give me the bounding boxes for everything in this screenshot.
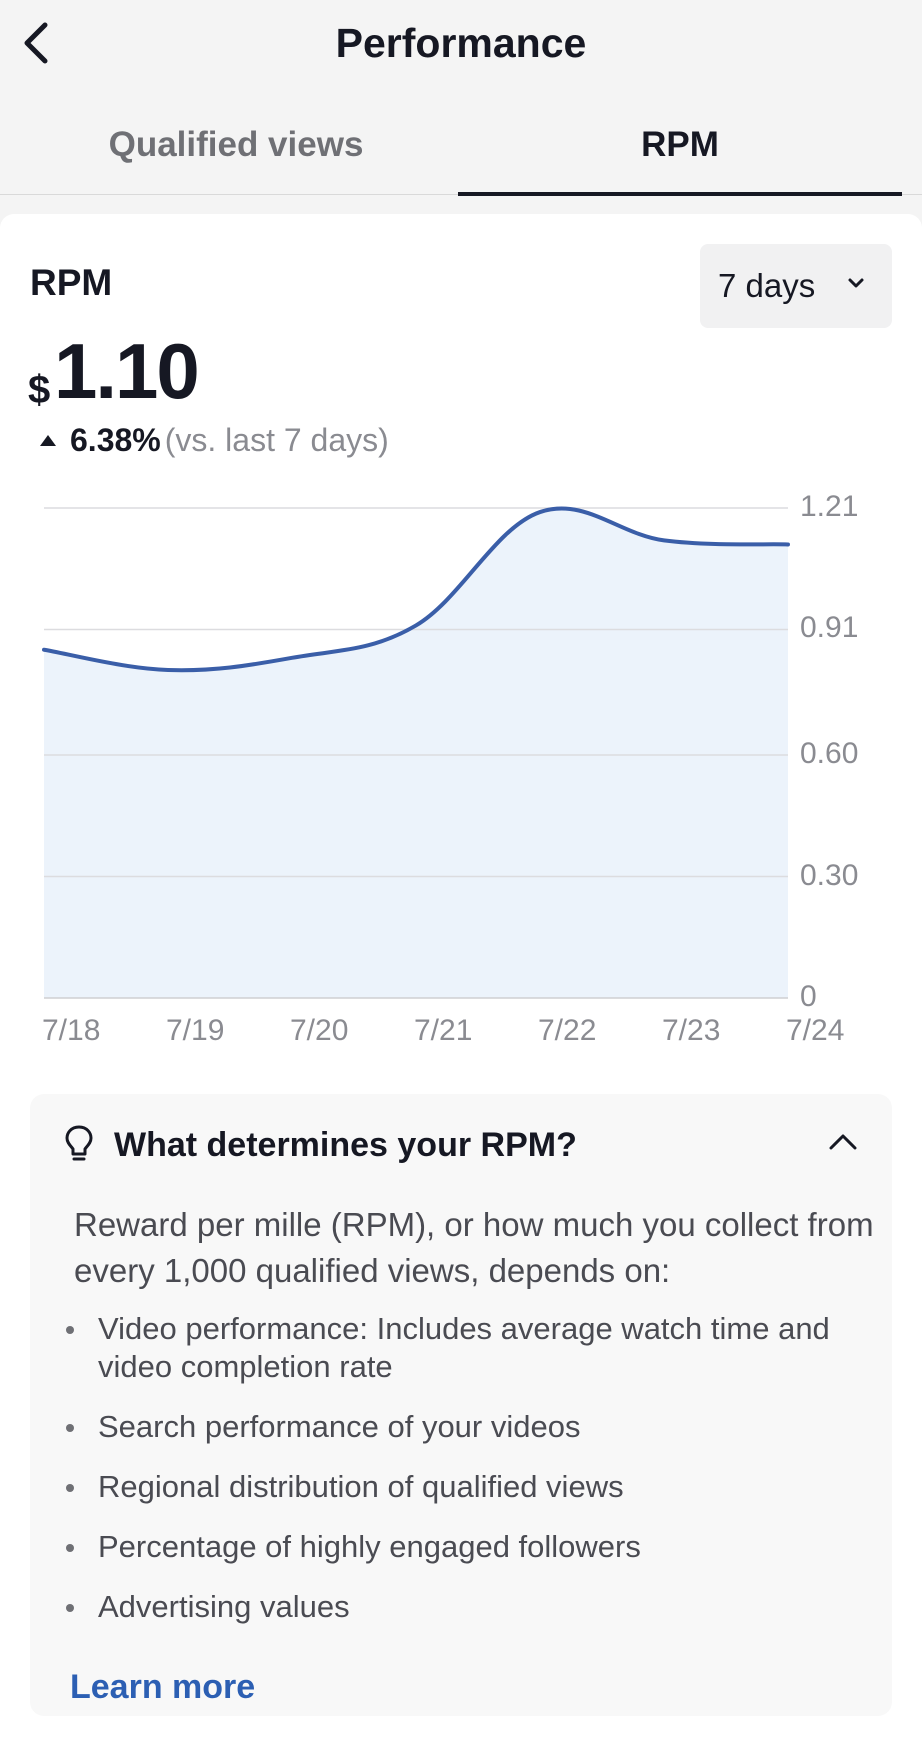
x-tick-label: 7/22 [538,1014,597,1047]
rpm-value: 1.10 [54,327,200,415]
bullet-dot [66,1484,74,1492]
bullet-text: Percentage of highly engaged followers [98,1529,641,1564]
chevron-left-icon [24,22,48,64]
comparison-label: (vs. last 7 days) [164,421,389,458]
info-title: What determines your RPM? [114,1126,577,1164]
chevron-down-icon [848,278,864,288]
x-tick-label: 7/20 [290,1014,349,1047]
y-tick-label: 0.30 [800,858,859,892]
tab-qualified-views[interactable]: Qualified views [14,105,458,195]
x-tick-label: 7/21 [414,1014,473,1047]
lightbulb-icon [65,1125,93,1161]
list-item: Advertising values [66,1588,866,1626]
list-item: Search performance of your videos [66,1408,866,1446]
bullet-dot [66,1604,74,1612]
bullet-text: Regional distribution of qualified views [98,1469,624,1504]
delta-percent: 6.38% [70,421,161,458]
header: Performance [0,0,922,86]
x-tick-label: 7/19 [166,1014,225,1047]
rpm-series-line [42,506,790,673]
bullet-text: Video performance: Includes average watc… [98,1311,830,1384]
date-range-dropdown[interactable]: 7 days [700,244,892,328]
rpm-area-fill [44,508,788,998]
tab-bar: Qualified views RPM [0,105,922,196]
list-item: Percentage of highly engaged followers [66,1528,866,1566]
rpm-info-toggle[interactable]: What determines your RPM? [30,1094,892,1194]
x-tick-label: 7/18 [42,1014,101,1047]
date-range-label: 7 days [718,267,816,304]
rpm-card: RPM 7 days $ 1.10 6.38% (vs. last 7 days… [0,214,922,1746]
list-item: Regional distribution of qualified views [66,1468,866,1506]
y-tick-label: 0 [800,980,817,1013]
currency-symbol: $ [28,368,51,412]
x-tick-label: 7/24 [786,1014,845,1047]
metric-label: RPM [30,262,113,303]
x-tick-label: 7/23 [662,1014,721,1047]
active-tab-indicator [458,192,902,196]
rpm-info-panel: What determines your RPM? Reward per mil… [30,1094,892,1716]
tab-rpm[interactable]: RPM [458,105,902,196]
tab-label: Qualified views [108,125,364,164]
delta-row: 6.38% (vs. last 7 days) [40,420,389,460]
y-tick-label: 0.91 [800,611,859,645]
bullet-dot [66,1544,74,1552]
list-item: Video performance: Includes average watc… [66,1310,866,1386]
bullet-dot [66,1424,74,1432]
tab-label: RPM [641,125,719,164]
learn-more-link[interactable]: Learn more [70,1668,256,1706]
chart-svg [42,506,790,999]
arrow-up-icon [40,434,56,446]
info-bullet-list: Video performance: Includes average watc… [66,1310,866,1626]
bullet-text: Search performance of your videos [98,1409,581,1444]
page-title: Performance [335,20,587,66]
chevron-up-icon [829,1134,857,1150]
back-button[interactable] [14,18,58,68]
y-tick-label: 0.60 [800,737,859,771]
bullet-text: Advertising values [98,1589,350,1624]
y-tick-label: 1.21 [800,490,859,523]
bullet-dot [66,1326,74,1334]
rpm-chart: 1.21 0.91 0.60 0.30 0 7/18 7/19 7/20 7/21 7/22 7/2… [0,464,922,1047]
info-intro: Reward per mille (RPM), or how much you … [74,1206,874,1289]
